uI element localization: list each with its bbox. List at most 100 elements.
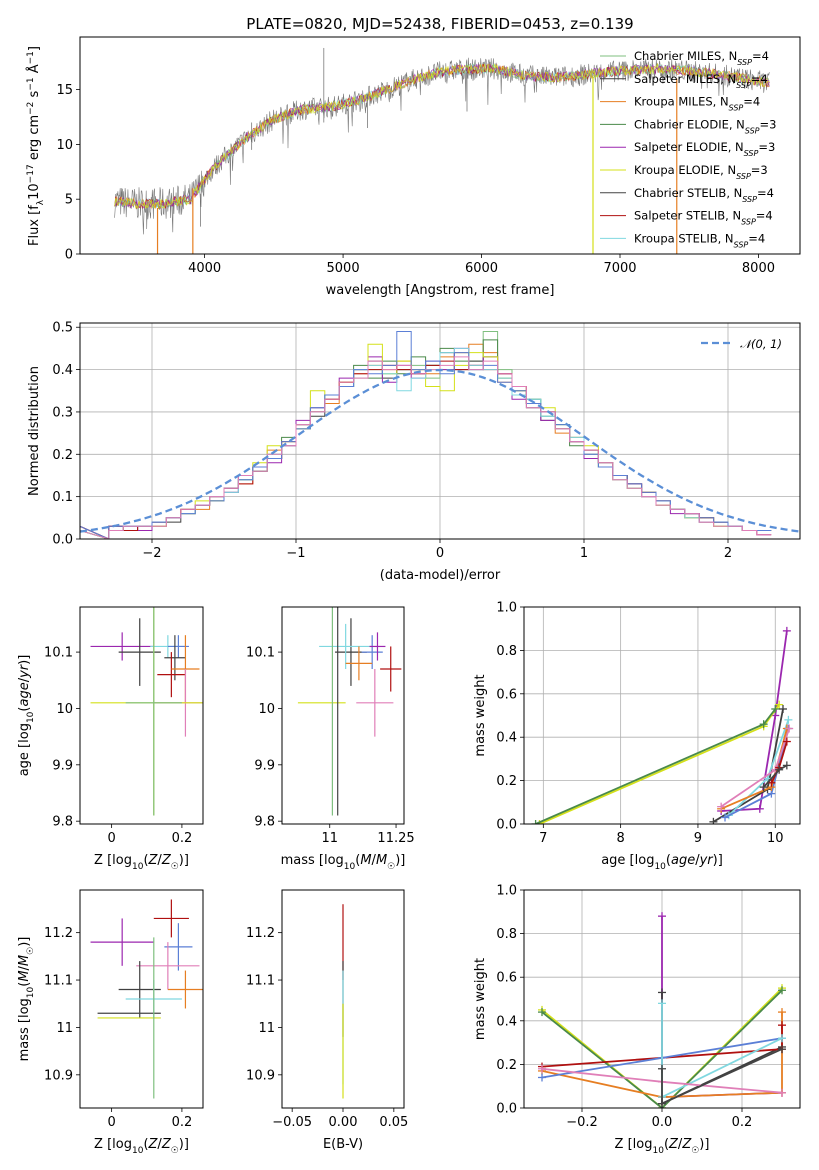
y-tick-label: 10	[56, 702, 73, 717]
x-axis-label: wavelength [Angstrom, rest frame]	[326, 283, 555, 298]
errorbar-point	[345, 646, 373, 681]
axes-frame	[523, 606, 801, 825]
x-axis-label: age [log10(age/yr)]	[601, 853, 723, 872]
x-axis-label: Z [log10(Z/Z☉)]	[94, 853, 189, 872]
x-tick-label: 0.2	[172, 1115, 193, 1130]
x-axis-label: (data-model)/error	[380, 568, 501, 583]
x-tick-label: 6000	[465, 261, 498, 276]
legend-label: Salpeter MILES, NSSP=4	[634, 72, 768, 90]
y-tick-label: 9.8	[52, 815, 73, 830]
x-tick-label: 0.2	[172, 831, 193, 846]
axes-frame	[79, 889, 204, 1109]
y-tick-label: 0.3	[52, 405, 73, 420]
axes-frame	[79, 606, 204, 825]
y-tick-label: 0.2	[496, 1058, 517, 1073]
weight-marker	[709, 817, 718, 824]
weight-marker	[782, 761, 791, 770]
y-tick-label: 1.0	[496, 884, 517, 899]
x-tick-label: 9	[694, 831, 702, 846]
y-tick-label: 0.8	[496, 927, 517, 942]
legend-label: Salpeter STELIB, NSSP=4	[634, 209, 773, 227]
y-tick-label: 11.2	[44, 926, 73, 941]
spectrum-model-line	[114, 62, 770, 210]
panel-residuals: −2 −1 0 1 2 0.0 0.1 0.2 0.3 0.4 0.5 𝒩(0, 1) (data-mo…	[27, 321, 801, 583]
weight-marker	[721, 813, 730, 822]
panel-mass-vs-ebv: −0.05 0.00 0.05 10.9 11 11.1 11.2 E(B-V)	[246, 889, 408, 1152]
y-tick-label: 9.9	[254, 758, 275, 773]
weight-line-chabrier-elodie	[541, 989, 783, 1108]
y-tick-label: 0.4	[496, 731, 517, 746]
errorbar-point	[125, 607, 182, 816]
axes-frame	[281, 889, 405, 1109]
legend-label: Chabrier ELODIE, NSSP=3	[634, 117, 776, 135]
histogram-kroupa-stelib	[80, 347, 772, 539]
residual-legend: 𝒩(0, 1)	[701, 337, 782, 351]
errorbar-point	[369, 632, 386, 661]
x-tick-label: 2	[724, 546, 732, 561]
legend-label: Chabrier MILES, NSSP=4	[634, 49, 769, 67]
plot-area	[90, 899, 203, 1099]
y-tick-label: 0.4	[52, 363, 73, 378]
y-tick-label: 10	[258, 702, 275, 717]
legend-label: Chabrier STELIB, NSSP=4	[634, 186, 774, 204]
x-tick-label: 11.25	[377, 831, 414, 846]
weight-marker	[775, 765, 784, 774]
plot-area	[80, 331, 800, 539]
x-tick-label: 0.2	[732, 1115, 753, 1130]
weight-marker	[759, 720, 768, 729]
weight-marker	[771, 704, 780, 713]
weight-marker	[775, 700, 784, 709]
errorbar-point	[90, 632, 154, 661]
plot-area	[90, 607, 203, 816]
axes-frame	[79, 36, 801, 255]
weight-marker	[778, 1008, 786, 1017]
y-tick-label: 10	[56, 138, 73, 153]
weight-marker	[717, 802, 726, 811]
errorbar-point	[356, 669, 394, 737]
figure-title: PLATE=0820, MJD=52438, FIBERID=0453, z=0…	[246, 15, 633, 33]
y-axis-label: mass weight	[473, 958, 488, 1040]
panel-mass-vs-Z: 0 0.2 10.9 11 11.1 11.2 Z [log10(Z/Z☉)] mass [l…	[17, 889, 204, 1156]
y-tick-label: 0.2	[52, 448, 73, 463]
weight-marker	[782, 626, 791, 635]
axes-frame	[281, 606, 405, 825]
histogram-extra_blue	[80, 331, 772, 539]
y-tick-label: 0.2	[496, 774, 517, 789]
weight-marker	[778, 986, 786, 995]
weight-marker	[658, 1099, 666, 1108]
y-tick-label: 10.9	[246, 1068, 275, 1083]
weight-marker	[658, 999, 666, 1008]
x-tick-label: 1	[580, 546, 588, 561]
y-tick-label: 9.9	[52, 758, 73, 773]
x-tick-label: 7	[539, 831, 547, 846]
weight-marker	[755, 804, 764, 813]
errorbar-point	[118, 961, 161, 1018]
plot-area	[531, 626, 794, 824]
weight-marker	[785, 724, 794, 733]
x-tick-label: 11	[321, 831, 338, 846]
weight-marker	[538, 1064, 546, 1073]
y-tick-label: 10.9	[44, 1068, 73, 1083]
y-axis-label: Flux [fλ10−17 erg cm−2 s−1 Å−1]	[26, 46, 46, 246]
panel-age-vs-Z: 0 0.2 9.8 9.9 10 10.1 Z [log10(Z/Z☉)] age [log1…	[17, 606, 204, 872]
x-axis-label: Z [log10(Z/Z☉)]	[94, 1137, 189, 1156]
weight-marker	[531, 820, 540, 824]
panel-massweight-vs-Z: −0.2 0.0 0.2 0.0 0.2 0.4 0.6 0.8 1.0 Z [log10(Z/Z…	[473, 884, 801, 1156]
plot-area	[297, 607, 402, 816]
y-tick-label: 0.1	[52, 490, 73, 505]
normal-reference-curve	[80, 368, 800, 533]
weight-marker	[778, 1088, 786, 1097]
weight-marker	[782, 737, 791, 746]
y-tick-label: 0.0	[52, 533, 73, 548]
y-tick-label: 0.5	[52, 321, 73, 336]
y-tick-label: 0.6	[496, 687, 517, 702]
x-tick-label: 0	[107, 1115, 115, 1130]
weight-marker	[658, 912, 666, 921]
y-axis-label: mass [log10(M/M☉)]	[17, 937, 36, 1062]
panel-age-vs-mass: 11 11.25 9.8 9.9 10 10.1 mass [log10(M/M☉)]	[246, 606, 415, 872]
weight-marker	[784, 715, 793, 724]
plot-area	[114, 47, 770, 254]
weight-marker	[538, 1073, 546, 1082]
axes-frame	[79, 322, 801, 540]
